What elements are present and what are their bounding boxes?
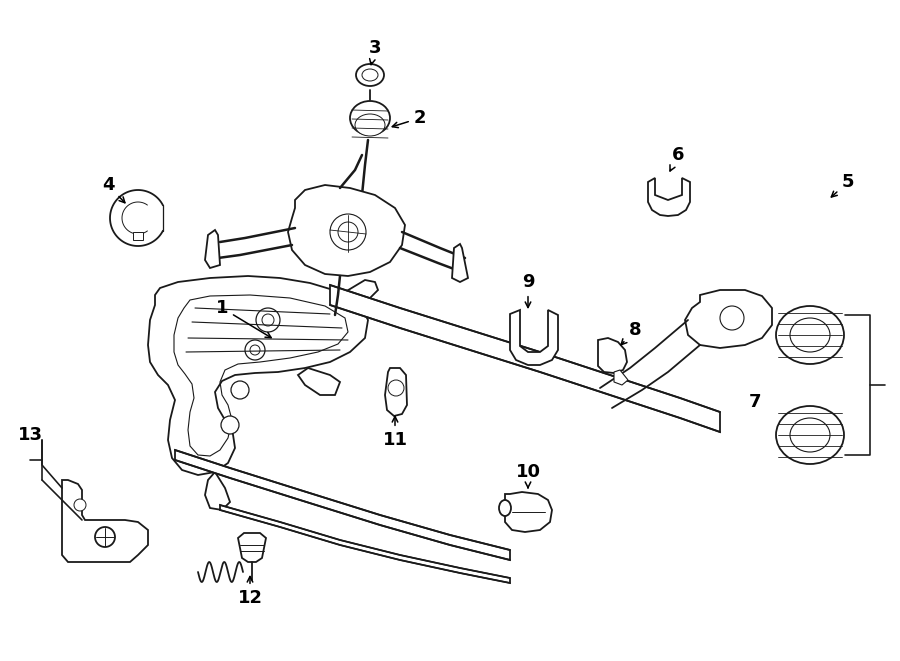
Ellipse shape	[776, 406, 844, 464]
Text: 9: 9	[522, 273, 535, 307]
Circle shape	[245, 340, 265, 360]
Polygon shape	[510, 310, 558, 365]
Ellipse shape	[350, 101, 390, 135]
Ellipse shape	[356, 64, 384, 86]
Polygon shape	[340, 280, 378, 308]
Text: 10: 10	[516, 463, 541, 488]
Circle shape	[231, 381, 249, 399]
Text: 2: 2	[392, 109, 427, 128]
Circle shape	[262, 314, 274, 326]
Polygon shape	[330, 285, 720, 432]
Ellipse shape	[790, 318, 830, 352]
Text: 5: 5	[832, 173, 854, 197]
Polygon shape	[614, 370, 628, 385]
Polygon shape	[205, 230, 220, 268]
Polygon shape	[452, 244, 468, 282]
Polygon shape	[505, 492, 552, 532]
Polygon shape	[598, 338, 627, 373]
Circle shape	[250, 345, 260, 355]
Polygon shape	[175, 450, 510, 560]
Circle shape	[388, 380, 404, 396]
Polygon shape	[238, 533, 266, 562]
Text: 11: 11	[382, 416, 408, 449]
Polygon shape	[298, 368, 340, 395]
Text: 1: 1	[216, 299, 271, 338]
Polygon shape	[288, 185, 405, 276]
Circle shape	[330, 214, 366, 250]
Circle shape	[338, 222, 358, 242]
Text: 8: 8	[621, 321, 642, 345]
Polygon shape	[220, 505, 510, 583]
Circle shape	[74, 499, 86, 511]
Polygon shape	[205, 472, 230, 510]
Polygon shape	[133, 232, 143, 240]
Circle shape	[256, 308, 280, 332]
Text: 6: 6	[670, 146, 684, 171]
Ellipse shape	[776, 306, 844, 364]
Polygon shape	[648, 178, 690, 216]
Text: 12: 12	[238, 576, 263, 607]
Text: 13: 13	[17, 426, 42, 444]
Text: 4: 4	[102, 176, 125, 203]
Circle shape	[95, 527, 115, 547]
Circle shape	[720, 306, 744, 330]
Ellipse shape	[790, 418, 830, 452]
Ellipse shape	[499, 500, 511, 516]
Polygon shape	[385, 368, 407, 416]
Polygon shape	[62, 480, 148, 562]
Polygon shape	[685, 290, 772, 348]
Circle shape	[221, 416, 239, 434]
Ellipse shape	[355, 114, 385, 136]
Text: 3: 3	[369, 39, 382, 65]
Text: 7: 7	[749, 393, 761, 411]
Polygon shape	[148, 276, 368, 475]
